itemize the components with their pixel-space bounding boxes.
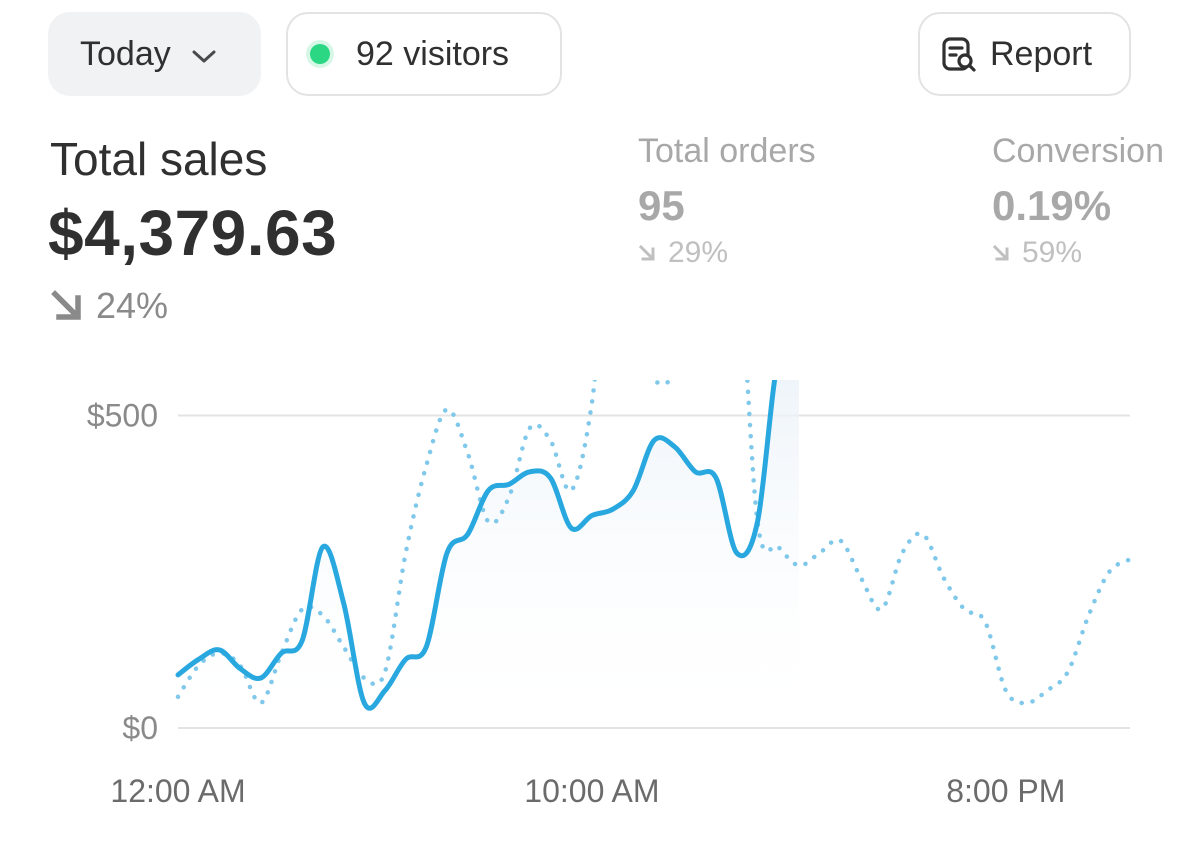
report-label: Report bbox=[990, 34, 1093, 73]
report-button[interactable]: Report bbox=[918, 12, 1131, 96]
conversion-change: 59% bbox=[992, 236, 1082, 270]
sales-area-fill bbox=[178, 380, 799, 709]
date-range-button[interactable]: Today bbox=[48, 12, 261, 96]
total-sales-change: 24% bbox=[50, 285, 168, 327]
conversion-value: 0.19% bbox=[992, 182, 1112, 229]
x-tick-label: 8:00 PM bbox=[946, 773, 1065, 809]
arrow-down-right-icon bbox=[50, 289, 84, 323]
total-orders-title: Total orders bbox=[638, 132, 816, 170]
report-search-icon bbox=[940, 35, 978, 73]
x-tick-label: 10:00 AM bbox=[524, 773, 659, 809]
date-range-label: Today bbox=[80, 34, 171, 73]
series-line-today bbox=[175, 380, 778, 711]
y-tick-label: $0 bbox=[122, 710, 158, 746]
total-orders-value: 95 bbox=[638, 182, 685, 229]
y-tick-label: $500 bbox=[87, 398, 158, 434]
conversion-change-value: 59% bbox=[1022, 236, 1083, 269]
chevron-down-icon bbox=[191, 35, 217, 74]
arrow-down-right-icon bbox=[992, 244, 1010, 262]
arrow-down-right-icon bbox=[638, 244, 656, 262]
total-sales-title: Total sales bbox=[50, 133, 268, 185]
total-orders-change-value: 29% bbox=[668, 236, 729, 269]
conversion-title: Conversion bbox=[992, 132, 1164, 170]
live-visitors-button[interactable]: 92 visitors bbox=[286, 12, 562, 96]
visitors-label: 92 visitors bbox=[356, 34, 510, 73]
x-tick-label: 12:00 AM bbox=[110, 773, 245, 809]
total-orders-change: 29% bbox=[638, 236, 728, 270]
total-sales-value: $4,379.63 bbox=[48, 197, 338, 269]
total-sales-change-value: 24% bbox=[96, 285, 169, 326]
live-status-dot-icon bbox=[310, 44, 330, 64]
sales-line-chart: $0 $500 12:00 AM 10:00 AM 8:00 PM bbox=[87, 380, 1133, 809]
